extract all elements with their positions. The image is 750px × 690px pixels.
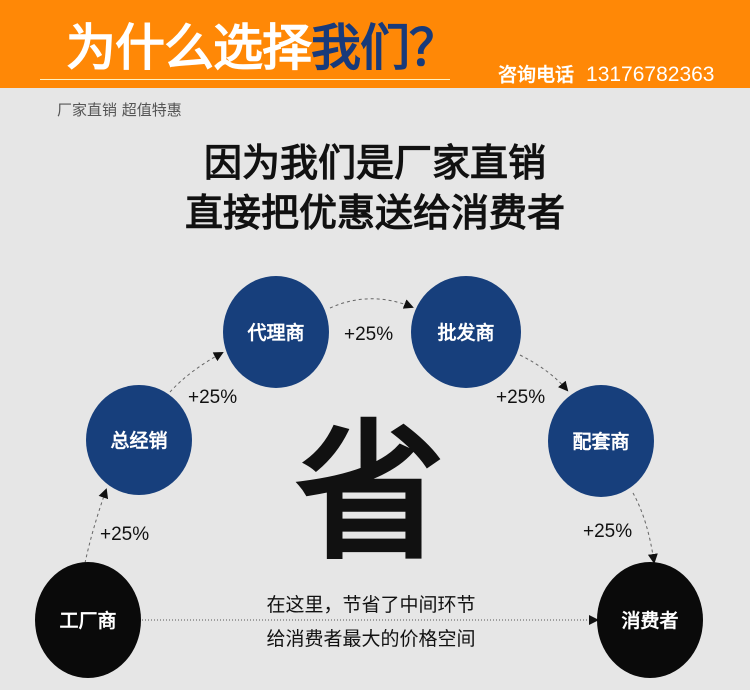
markup-supplier-consumer: +25% bbox=[583, 521, 632, 542]
markup-agent-wholesaler: +25% bbox=[344, 324, 393, 345]
header-banner bbox=[0, 0, 750, 88]
contact-phone: 咨询电话 13176782363 bbox=[498, 60, 715, 87]
direct-note-line-1: 在这里，节省了中间环节 bbox=[266, 594, 475, 616]
headline-line-2: 直接把优惠送给消费者 bbox=[184, 191, 565, 235]
title-highlight: 我们？ bbox=[311, 19, 459, 77]
arrow-factory-distributor bbox=[84, 488, 109, 564]
markup-distributor-agent: +25% bbox=[188, 387, 237, 408]
arrow-wholesaler-supplier bbox=[519, 354, 569, 392]
title-main: 为什么选择 bbox=[66, 19, 312, 77]
node-consumer: 消费者 bbox=[597, 562, 703, 678]
node-distributor: 总经销 bbox=[86, 385, 192, 495]
node-wholesaler: 批发商 bbox=[411, 276, 521, 388]
markup-wholesaler-supplier: +25% bbox=[496, 387, 545, 408]
direct-note-line-2: 给消费者最大的价格空间 bbox=[266, 628, 475, 650]
node-factory-label: 工厂商 bbox=[59, 609, 116, 632]
arrow-agent-wholesaler bbox=[329, 298, 414, 309]
big-char-save: 省 bbox=[295, 407, 445, 581]
node-agent-label: 代理商 bbox=[246, 321, 304, 344]
node-consumer-label: 消费者 bbox=[621, 609, 678, 632]
node-factory: 工厂商 bbox=[35, 562, 141, 678]
phone-number: 13176782363 bbox=[586, 63, 715, 86]
node-wholesaler-label: 批发商 bbox=[437, 321, 494, 344]
markup-factory-distributor: +25% bbox=[100, 524, 149, 545]
arrow-distributor-agent bbox=[169, 352, 224, 393]
node-distributor-label: 总经销 bbox=[110, 429, 167, 452]
node-supplier: 配套商 bbox=[548, 385, 654, 497]
title-underline bbox=[40, 79, 450, 80]
page-title: 为什么选择我们？ bbox=[66, 18, 459, 78]
node-supplier-label: 配套商 bbox=[572, 430, 629, 453]
subtitle: 厂家直销 超值特惠 bbox=[57, 101, 182, 119]
phone-label: 咨询电话 bbox=[498, 64, 575, 86]
arrow-supplier-consumer bbox=[632, 492, 658, 564]
node-agent: 代理商 bbox=[223, 276, 329, 388]
headline-line-1: 因为我们是厂家直销 bbox=[203, 141, 546, 185]
